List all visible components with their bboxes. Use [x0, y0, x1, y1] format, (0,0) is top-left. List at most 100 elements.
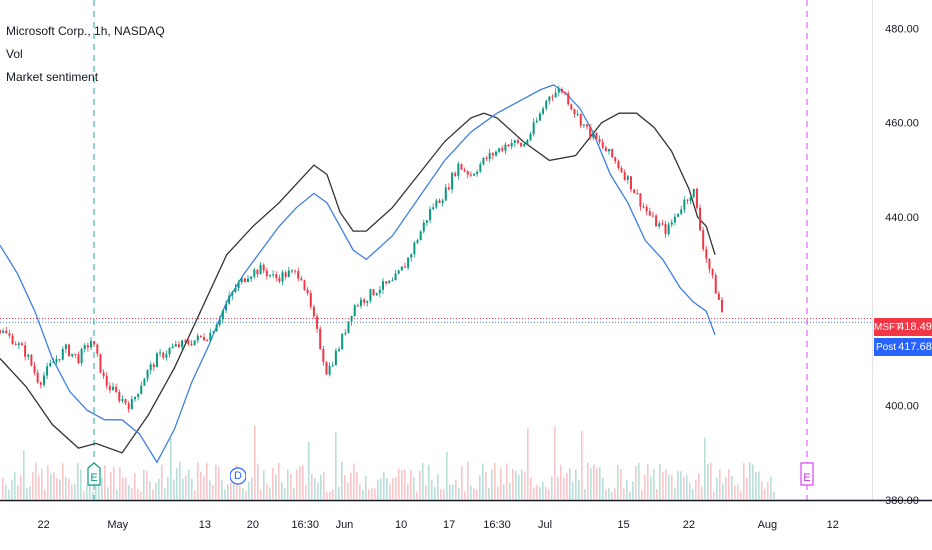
- volume-bar: [188, 469, 190, 500]
- candle-body: [579, 114, 582, 126]
- volume-bar: [215, 464, 217, 500]
- candle-body: [438, 200, 441, 204]
- dividend-marker[interactable]: D: [230, 466, 246, 486]
- candle-body: [46, 366, 49, 376]
- candle-body: [196, 335, 199, 341]
- volume-bar: [356, 471, 358, 500]
- candle-body: [322, 348, 325, 363]
- volume-bar: [200, 471, 202, 500]
- volume-bar: [158, 478, 160, 500]
- x-tick-label: 16:30: [291, 519, 319, 531]
- candle-body: [422, 222, 425, 232]
- post-price-label: Post 417.68: [874, 338, 932, 356]
- candle-body: [243, 278, 246, 282]
- x-tick-label: 10: [395, 519, 407, 531]
- volume-bar: [128, 485, 130, 500]
- candle-body: [341, 333, 344, 350]
- candle-body: [617, 161, 620, 168]
- volume-bar: [764, 488, 766, 500]
- volume-bar: [350, 473, 352, 500]
- candle-body: [598, 139, 601, 142]
- candle-body: [86, 345, 89, 348]
- upper-band-line: [0, 112, 716, 454]
- volume-bar: [194, 490, 196, 500]
- volume-bar: [98, 478, 100, 500]
- volume-bar: [659, 464, 661, 500]
- volume-bar: [44, 489, 46, 500]
- volume-bar: [155, 482, 157, 500]
- candle-body: [108, 385, 111, 391]
- volume-bar: [545, 486, 547, 500]
- candle-body: [629, 176, 632, 190]
- candle-body: [312, 306, 315, 317]
- earnings-marker-left[interactable]: E: [87, 462, 101, 486]
- candle-body: [513, 140, 516, 143]
- candle-body: [441, 200, 444, 204]
- volume-bar: [422, 463, 424, 500]
- candle-body: [702, 230, 705, 250]
- candle-body: [476, 171, 479, 174]
- volume-bar: [146, 470, 148, 500]
- earnings-marker-right[interactable]: E: [800, 462, 814, 486]
- candle-body: [290, 270, 293, 272]
- candle-body: [673, 216, 676, 223]
- candle-body: [181, 340, 184, 348]
- volume-bar: [191, 478, 193, 500]
- x-tick-label: 12: [827, 519, 839, 531]
- volume-bar: [506, 463, 508, 500]
- candle-body: [83, 345, 86, 349]
- candle-body: [316, 316, 319, 329]
- candle-body: [49, 363, 52, 367]
- volume-bar: [65, 477, 67, 500]
- volume-bar: [605, 489, 607, 500]
- volume-bar: [665, 469, 667, 500]
- candle-body: [526, 139, 529, 145]
- candle-body: [319, 328, 322, 349]
- last-price-symbol: MSFT: [874, 321, 902, 333]
- candle-body: [651, 215, 654, 217]
- volume-bar: [728, 468, 730, 500]
- x-tick-label: May: [107, 519, 128, 531]
- volume-bar: [701, 486, 703, 500]
- volume-bar: [434, 486, 436, 500]
- candle-body: [567, 93, 570, 105]
- candle-body: [592, 132, 595, 138]
- volume-bar: [266, 483, 268, 500]
- volume-bar: [257, 463, 259, 500]
- volume-bar: [719, 469, 721, 500]
- candle-body: [626, 176, 629, 180]
- volume-bar: [521, 469, 523, 500]
- candle-body: [93, 341, 96, 345]
- volume-bar: [617, 464, 619, 500]
- volume-bar: [212, 485, 214, 500]
- volume-bar: [185, 475, 187, 500]
- candle-body: [14, 344, 17, 346]
- candle-body: [375, 293, 378, 296]
- candle-body: [353, 305, 356, 316]
- x-tick-label: 22: [37, 519, 49, 531]
- volume-bar: [83, 491, 85, 500]
- candle-body: [410, 254, 413, 258]
- volume-bar: [713, 491, 715, 500]
- candle-body: [548, 96, 551, 101]
- candle-body: [664, 223, 667, 234]
- candle-body: [272, 274, 275, 276]
- volume-bar: [272, 468, 274, 500]
- volume-bar: [152, 489, 154, 500]
- volume-bar: [566, 472, 568, 500]
- candle-body: [133, 396, 136, 400]
- candle-body: [639, 193, 642, 207]
- candle-body: [520, 142, 523, 147]
- candle-body: [294, 270, 297, 272]
- candle-body: [20, 343, 23, 346]
- candle-body: [140, 385, 143, 394]
- candle-body: [187, 340, 190, 344]
- volume-bar: [497, 486, 499, 500]
- volume-bar: [164, 488, 166, 500]
- volume-bar: [668, 474, 670, 500]
- candle-body: [55, 359, 58, 362]
- candle-body: [344, 332, 347, 334]
- candle-body: [554, 92, 557, 98]
- volume-bar: [650, 476, 652, 500]
